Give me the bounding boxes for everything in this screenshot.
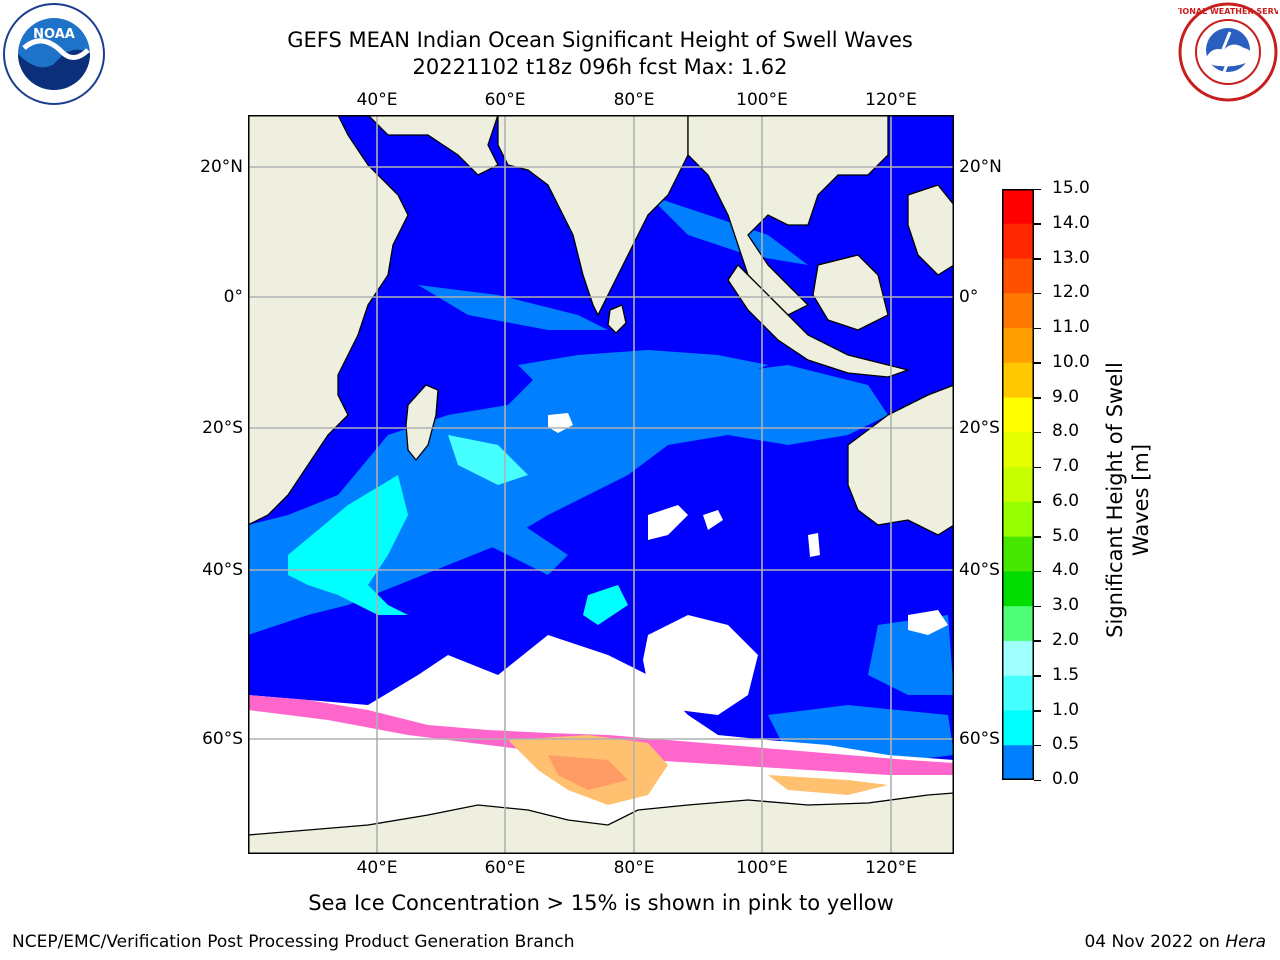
colorbar-title-text: Significant Height of Swell Waves [m] xyxy=(1103,362,1153,638)
nws-logo: NATIONAL WEATHER SERVICE xyxy=(1162,2,1280,102)
noaa-logo-text: NOAA xyxy=(33,27,75,42)
colorbar-tick-label: 2.0 xyxy=(1052,629,1080,650)
map-panel xyxy=(247,114,955,855)
colorbar-band xyxy=(1002,362,1034,399)
lon-label-bottom: 120°E xyxy=(865,858,917,878)
lon-label-top: 100°E xyxy=(736,90,788,110)
colorbar-tick-label: 0.5 xyxy=(1052,734,1080,755)
map-svg xyxy=(247,114,955,855)
land-masses xyxy=(247,114,955,855)
lon-label-bottom: 80°E xyxy=(613,858,655,878)
colorbar-band xyxy=(1002,571,1034,607)
colorbar-band xyxy=(1002,189,1034,225)
colorbar-tick-mark xyxy=(1034,501,1041,503)
colorbar-tick-label: 10.0 xyxy=(1052,351,1090,372)
colorbar-band xyxy=(1002,258,1034,294)
lat-label-right: 40°S xyxy=(959,560,1000,580)
colorbar-band xyxy=(1002,328,1034,364)
colorbar-frame xyxy=(1002,189,1034,780)
colorbar-tick-label: 8.0 xyxy=(1052,421,1080,442)
colorbar-band xyxy=(1002,501,1034,538)
footer-host: Hera xyxy=(1225,932,1266,952)
colorbar-tick-label: 15.0 xyxy=(1052,178,1090,198)
colorbar-band xyxy=(1002,710,1034,746)
colorbar-tick-mark xyxy=(1034,605,1041,608)
no-data-patches xyxy=(548,413,948,715)
colorbar-tick-mark xyxy=(1034,223,1041,225)
colorbar-band xyxy=(1002,640,1034,677)
lon-label-bottom: 40°E xyxy=(356,858,398,878)
colorbar-tick-label: 12.0 xyxy=(1052,282,1090,303)
colorbar-tick-label: 1.0 xyxy=(1052,699,1080,720)
colorbar-svg xyxy=(1002,189,1034,781)
nws-ring-text: NATIONAL WEATHER SERVICE xyxy=(1178,7,1278,16)
colorbar-tick-mark xyxy=(1034,431,1041,434)
map-frame xyxy=(248,115,954,854)
sea-ice-note: Sea Ice Concentration > 15% is shown in … xyxy=(308,891,894,915)
colorbar-tick-mark xyxy=(1034,258,1041,260)
footer-date: 04 Nov 2022 on Hera xyxy=(1084,932,1266,952)
lat-label-right: 20°S xyxy=(959,418,1000,438)
lon-label-top: 120°E xyxy=(865,90,917,110)
footer-credit: NCEP/EMC/Verification Post Processing Pr… xyxy=(12,932,575,952)
colorbar-tick-mark xyxy=(1034,292,1041,295)
colorbar-tick-label: 11.0 xyxy=(1052,317,1090,338)
colorbar-tick-label: 5.0 xyxy=(1052,525,1080,546)
sea-ice-zone xyxy=(248,635,954,854)
colorbar-tick-mark xyxy=(1034,779,1041,781)
swell-high-band xyxy=(288,435,628,625)
colorbar-tick-label: 13.0 xyxy=(1052,247,1090,268)
lat-label-left: 0° xyxy=(223,287,243,307)
lat-label-left: 40°S xyxy=(202,560,243,580)
chart-title-line2: 20221102 t18z 096h fcst Max: 1.62 xyxy=(412,55,788,79)
lon-label-top: 60°E xyxy=(484,90,526,110)
colorbar-tick-mark xyxy=(1034,466,1041,469)
colorbar-tick-label: 4.0 xyxy=(1052,560,1080,581)
colorbar-tick-mark xyxy=(1034,327,1041,330)
lat-label-right: 20°N xyxy=(959,157,1002,177)
colorbar-band xyxy=(1002,467,1034,503)
lat-label-right: 0° xyxy=(959,287,979,307)
lon-label-bottom: 100°E xyxy=(736,858,788,878)
lon-label-top: 40°E xyxy=(356,90,398,110)
lon-label-top: 80°E xyxy=(613,90,655,110)
lon-label-bottom: 60°E xyxy=(484,858,526,878)
colorbar-title: Significant Height of Swell Waves [m] xyxy=(1102,350,1158,650)
footer-date-text: 04 Nov 2022 on xyxy=(1084,932,1226,952)
colorbar-tick-label: 7.0 xyxy=(1052,456,1080,477)
noaa-logo: NOAA xyxy=(2,2,106,106)
colorbar-tick-mark xyxy=(1034,640,1041,642)
chart-title-line1: GEFS MEAN Indian Ocean Significant Heigh… xyxy=(287,28,913,52)
lat-label-right: 60°S xyxy=(959,729,1000,749)
lat-label-left: 20°S xyxy=(202,418,243,438)
lat-label-left: 20°N xyxy=(200,157,243,177)
colorbar-tick-mark xyxy=(1034,675,1041,677)
colorbar-band xyxy=(1002,397,1034,433)
colorbar-tick-label: 14.0 xyxy=(1052,212,1090,233)
colorbar-tick-mark xyxy=(1034,188,1041,190)
colorbar-band xyxy=(1002,432,1034,468)
colorbar-band xyxy=(1002,536,1034,572)
colorbar-tick-label: 6.0 xyxy=(1052,490,1080,511)
colorbar-band xyxy=(1002,606,1034,642)
colorbar-tick-mark xyxy=(1034,536,1041,538)
lat-label-left: 60°S xyxy=(202,729,243,749)
colorbar-tick-label: 3.0 xyxy=(1052,595,1080,616)
colorbar xyxy=(1002,189,1034,781)
colorbar-tick-mark xyxy=(1034,397,1041,399)
colorbar-tick-mark xyxy=(1034,710,1041,712)
colorbar-tick-mark xyxy=(1034,570,1041,573)
colorbar-tick-mark xyxy=(1034,362,1041,364)
colorbar-band xyxy=(1002,223,1034,260)
colorbar-tick-label: 9.0 xyxy=(1052,386,1080,407)
colorbar-band xyxy=(1002,675,1034,711)
colorbar-band xyxy=(1002,293,1034,329)
colorbar-tick-label: 1.5 xyxy=(1052,664,1080,685)
colorbar-tick-mark xyxy=(1034,744,1041,747)
graticule xyxy=(248,115,954,854)
colorbar-tick-label: 0.0 xyxy=(1052,769,1080,789)
colorbar-band xyxy=(1002,745,1034,781)
